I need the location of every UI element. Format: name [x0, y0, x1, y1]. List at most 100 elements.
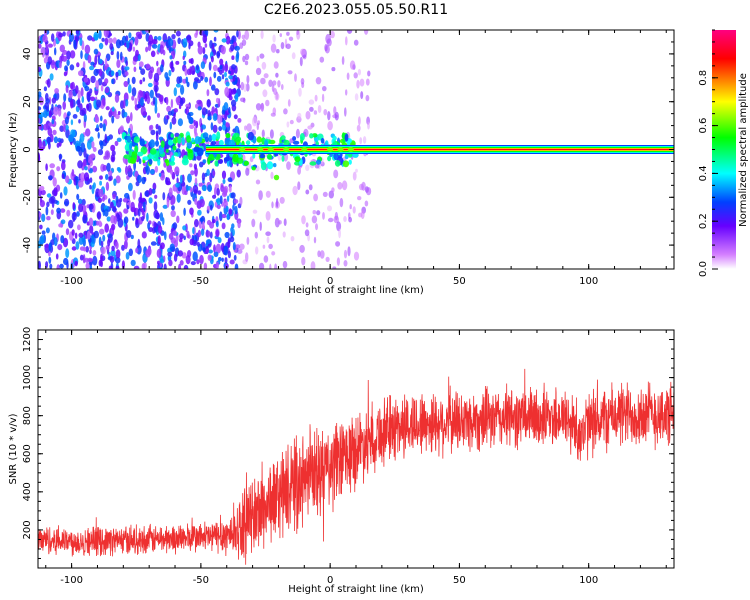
heatmap-cell	[116, 51, 120, 60]
heatmap-cell	[287, 70, 293, 75]
heatmap-cell	[51, 97, 57, 104]
heatmap-cell	[323, 109, 328, 116]
heatmap-cell	[341, 56, 345, 65]
heatmap-cell	[305, 110, 311, 120]
heatmap-cell	[105, 181, 110, 191]
heatmap-cell	[78, 70, 84, 77]
heatmap-cell	[171, 66, 175, 73]
heatmap-cell	[315, 223, 318, 231]
colorbar-tick-label: 0.4	[698, 165, 709, 181]
heatmap-cell	[310, 261, 316, 269]
heatmap-cell	[40, 234, 45, 245]
heatmap-cell	[199, 217, 204, 222]
heatmap-cell	[331, 187, 335, 193]
heatmap-cell	[40, 46, 46, 56]
heatmap-cell	[316, 210, 321, 216]
heatmap-cell	[105, 174, 109, 180]
heatmap-cell	[152, 44, 158, 49]
heatmap-cell	[157, 35, 162, 41]
heatmap-cell	[63, 93, 67, 102]
heatmap-cell	[113, 215, 118, 225]
heatmap-cell	[265, 190, 271, 198]
heatmap-cell	[245, 252, 249, 262]
heatmap-cell	[222, 187, 228, 196]
heatmap-cell	[101, 37, 105, 42]
heatmap-cell	[80, 142, 86, 153]
heatmap-cell	[78, 119, 81, 124]
heatmap-cell	[170, 210, 176, 218]
snr-ylabel: SNR (10 * v/v)	[8, 413, 19, 484]
heatmap-cell	[158, 172, 162, 177]
heatmap-cell	[135, 31, 142, 37]
heatmap-cell	[159, 258, 165, 264]
heatmap-cell	[97, 149, 104, 156]
heatmap-cell	[311, 215, 318, 224]
heatmap-cell	[247, 131, 254, 141]
heatmap-cell	[239, 196, 243, 206]
heatmap-cell	[289, 119, 294, 125]
heatmap-cell	[49, 263, 53, 269]
heatmap-cell	[102, 123, 106, 132]
heatmap-cell	[176, 193, 181, 203]
heatmap-cell	[244, 53, 250, 61]
heatmap-cell	[280, 135, 286, 141]
heatmap-cell	[101, 196, 105, 202]
heatmap-cell	[104, 133, 108, 143]
heatmap-cell	[345, 36, 348, 46]
heatmap-cell	[77, 224, 81, 231]
heatmap-cell	[55, 253, 59, 260]
heatmap-cell	[237, 220, 241, 229]
heatmap-cell	[255, 246, 259, 255]
heatmap-cell	[154, 104, 158, 114]
heatmap-cell	[262, 89, 268, 98]
heatmap-cell	[58, 32, 64, 38]
heatmap-cell	[123, 208, 127, 214]
x-tick-label: 0	[327, 575, 333, 586]
heatmap-cell	[312, 210, 317, 215]
heatmap-cell	[78, 232, 84, 238]
heatmap-cell	[87, 35, 93, 41]
heatmap-cell	[245, 83, 250, 92]
heatmap-cell	[319, 250, 325, 259]
heatmap-cell	[224, 71, 227, 78]
colorbar-ticks: 0.0 0.2 0.4 0.6 0.8	[698, 29, 718, 277]
heatmap-cell	[85, 246, 89, 253]
heatmap-cell	[220, 45, 226, 55]
heatmap-cell	[148, 70, 153, 80]
heatmap-cell	[65, 248, 70, 259]
heatmap-cell	[209, 76, 212, 87]
heatmap-cell	[60, 219, 66, 225]
heatmap-cell	[138, 158, 142, 165]
heatmap-cell	[213, 36, 217, 42]
heatmap-cell	[270, 171, 274, 179]
heatmap-cell	[38, 139, 43, 149]
heatmap-cell	[211, 84, 216, 91]
heatmap-cell	[234, 45, 240, 51]
heatmap-cell	[213, 30, 219, 33]
heatmap-cell	[298, 87, 302, 97]
heatmap-cell	[39, 224, 43, 230]
heatmap-cell	[221, 170, 227, 180]
heatmap-cell	[64, 198, 70, 207]
heatmap-cell	[325, 256, 330, 262]
heatmap-cell	[365, 78, 370, 86]
heatmap-cell	[221, 38, 227, 43]
heatmap-cell	[348, 216, 352, 223]
heatmap-cell	[45, 206, 49, 216]
heatmap-cell	[344, 133, 349, 142]
heatmap-cell	[259, 221, 262, 231]
heatmap-cell	[135, 247, 139, 254]
heatmap-cell	[203, 262, 208, 269]
heatmap-cell	[232, 75, 236, 82]
heatmap-cell	[327, 111, 331, 121]
heatmap-cell	[177, 118, 183, 127]
heatmap-cell	[39, 96, 44, 106]
heatmap-cell	[38, 260, 41, 269]
heatmap-cell	[224, 231, 230, 239]
heatmap-cell	[225, 205, 229, 213]
heatmap-cell	[219, 64, 223, 70]
heatmap-cell	[111, 78, 114, 84]
heatmap-cell	[357, 68, 361, 76]
heatmap-cell	[193, 163, 197, 170]
